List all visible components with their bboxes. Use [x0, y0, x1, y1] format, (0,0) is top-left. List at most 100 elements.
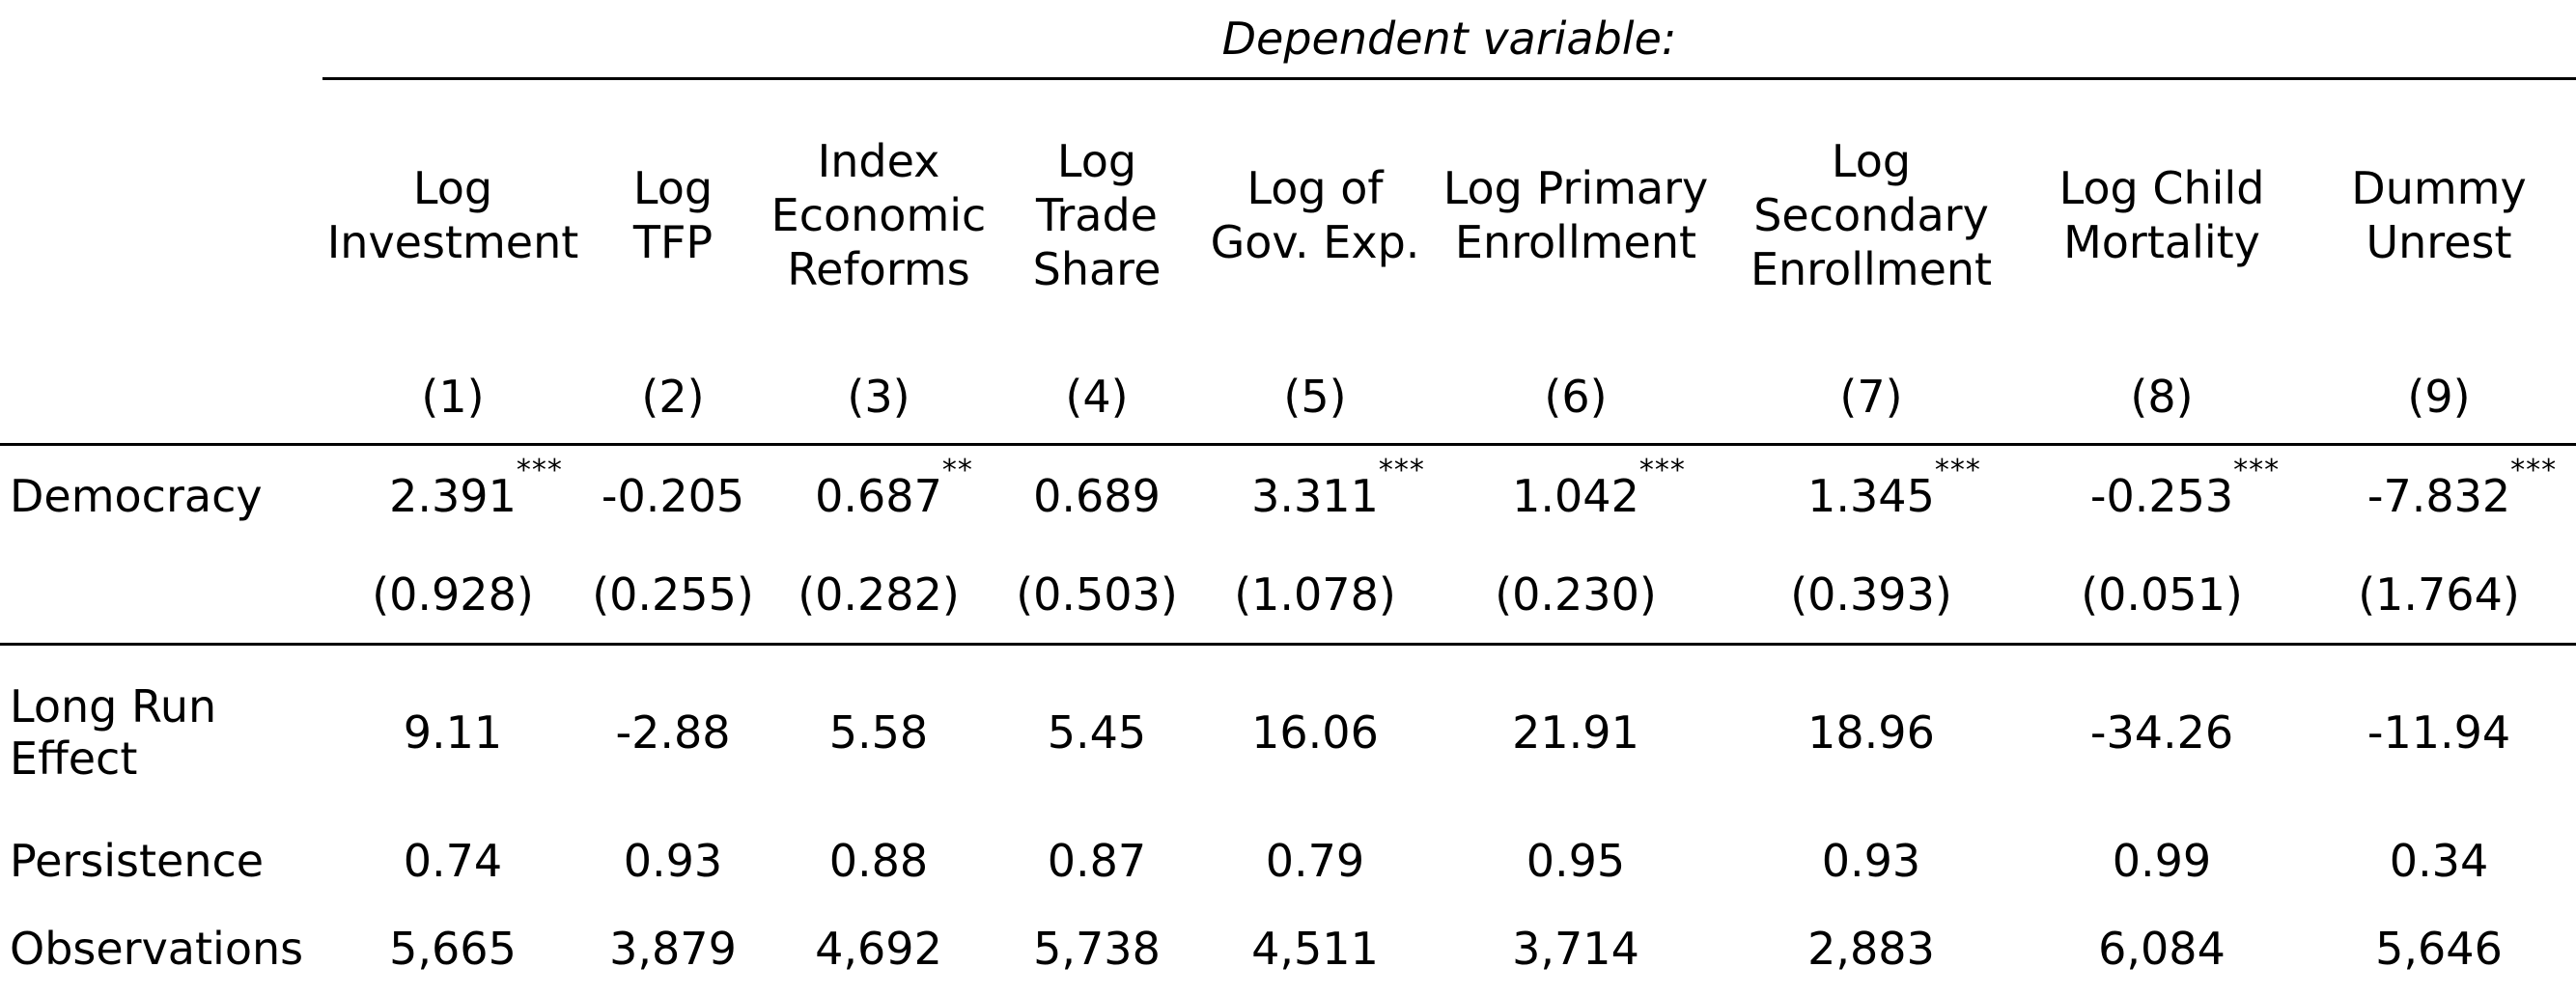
column-name-text: Index Economic Reforms — [771, 134, 987, 296]
column-name-text: Dummy Unrest — [2351, 161, 2526, 269]
column-name-line: Index — [817, 134, 940, 187]
column-number-1: (1) — [322, 350, 583, 446]
persistence-3: 0.88 — [828, 834, 929, 887]
long-run-effect-1: 9.11 — [403, 705, 503, 759]
democracy-std-error-2: (0.255) — [583, 546, 763, 646]
column-name-2: Log TFP — [583, 79, 763, 351]
democracy-std-error-1: (0.928) — [322, 546, 583, 646]
column-name-line: TFP — [632, 216, 714, 268]
observations-2: 3,879 — [609, 922, 737, 975]
democracy-coefficient-9: -7.832 *** — [2302, 445, 2576, 547]
coefficient-wrap: 0.689 — [1033, 470, 1161, 522]
long-run-effect-row: Long Run Effect 9.11 -2.88 5.58 5.45 16.06 21… — [0, 645, 2576, 820]
column-name-line: Enrollment — [1454, 216, 1697, 268]
column-name-text: Log Primary Enrollment — [1443, 161, 1709, 269]
democracy-std-error-8: (0.051) — [2022, 546, 2302, 646]
row-label-democracy: Democracy — [10, 469, 263, 522]
column-name-line: Log — [632, 161, 714, 214]
observations-9: 5,646 — [2375, 922, 2503, 975]
persistence-8: 0.99 — [2112, 834, 2212, 887]
column-name-4: Log Trade Share — [994, 79, 1199, 351]
column-name-line: Log — [412, 161, 493, 214]
significance-stars: *** — [2510, 453, 2558, 487]
persistence-5: 0.79 — [1265, 834, 1365, 887]
coefficient-value: 1.042 — [1512, 469, 1639, 522]
democracy-std-error-6: (0.230) — [1431, 546, 1721, 646]
coefficient-wrap: 1.042 *** — [1512, 456, 1685, 522]
column-number-6: (6) — [1431, 350, 1721, 446]
column-name-5: Log of Gov. Exp. — [1199, 79, 1431, 351]
democracy-coefficient-5: 3.311 *** — [1199, 445, 1431, 547]
header-spacer — [0, 0, 322, 79]
democracy-coefficient-3: 0.687 ** — [763, 445, 994, 547]
row-label-observations: Observations — [10, 922, 304, 975]
long-run-effect-7: 18.96 — [1807, 705, 1935, 759]
persistence-7: 0.93 — [1821, 834, 1921, 887]
column-name-text: Log Trade Share — [1033, 134, 1162, 296]
long-run-effect-9: -11.94 — [2366, 705, 2511, 759]
coefficient-wrap: 3.311 *** — [1251, 456, 1424, 522]
dependent-variable-row: Dependent variable: — [0, 0, 2576, 80]
democracy-coefficient-1: 2.391 *** — [322, 445, 583, 547]
column-names-row: Log Investment Log TFP Index Economic Reforms L… — [0, 79, 2576, 351]
coefficient-wrap: 0.687 ** — [815, 456, 972, 522]
column-name-line: Log — [1056, 134, 1137, 187]
democracy-coefficient-row: Democracy 2.391 *** -0.205 0.687 ** 0.689 3.31… — [0, 445, 2576, 547]
numbers-spacer — [0, 350, 322, 446]
column-name-8: Log Child Mortality — [2022, 79, 2302, 351]
coefficient-value: 2.391 — [389, 469, 517, 522]
column-name-line: Unrest — [2366, 216, 2512, 268]
column-number-8: (8) — [2022, 350, 2302, 446]
column-name-line: Investment — [326, 216, 579, 268]
persistence-row: Persistence 0.74 0.93 0.88 0.87 0.79 0.95 0.93… — [0, 819, 2576, 902]
coefficient-value: 0.689 — [1033, 469, 1161, 522]
column-name-text: Log Secondary Enrollment — [1750, 134, 1992, 296]
row-label-long-run-effect: Long Run Effect — [10, 679, 217, 785]
coefficient-value: -0.205 — [601, 469, 745, 522]
significance-stars: *** — [2233, 453, 2281, 487]
coefficient-wrap: -0.205 — [602, 470, 744, 522]
coefficient-value: 3.311 — [1251, 469, 1379, 522]
significance-stars: *** — [1638, 453, 1686, 487]
observations-1: 5,665 — [389, 922, 517, 975]
coefficient-wrap: -7.832 *** — [2366, 456, 2556, 522]
column-name-line: Gov. Exp. — [1210, 216, 1420, 268]
significance-stars: *** — [1934, 453, 1981, 487]
column-name-7: Log Secondary Enrollment — [1721, 79, 2022, 351]
column-name-3: Index Economic Reforms — [763, 79, 994, 351]
column-number-9: (9) — [2302, 350, 2576, 446]
column-name-line: Share — [1032, 243, 1162, 296]
column-name-9: Dummy Unrest — [2302, 79, 2576, 351]
column-name-line: Log Primary — [1442, 161, 1709, 214]
dependent-variable-label: Dependent variable: — [322, 0, 2576, 80]
column-name-text: Log Child Mortality — [2059, 161, 2265, 269]
column-name-line: Secondary — [1753, 188, 1989, 241]
column-name-line: Trade — [1036, 188, 1158, 241]
column-number-4: (4) — [994, 350, 1199, 446]
coefficient-value: -0.253 — [2089, 469, 2234, 522]
long-run-effect-2: -2.88 — [615, 705, 731, 759]
significance-stars: ** — [941, 453, 973, 487]
coefficient-value: -7.832 — [2366, 469, 2511, 522]
democracy-std-error-5: (1.078) — [1199, 546, 1431, 646]
row-label-persistence: Persistence — [10, 834, 265, 887]
democracy-coefficient-2: -0.205 — [583, 445, 763, 547]
coefficient-wrap: -0.253 *** — [2089, 456, 2279, 522]
observations-7: 2,883 — [1807, 922, 1935, 975]
observations-row: Observations 5,665 3,879 4,692 5,738 4,511 3,… — [0, 902, 2576, 995]
coefficient-value: 1.345 — [1807, 469, 1935, 522]
significance-stars: *** — [516, 453, 563, 487]
observations-6: 3,714 — [1512, 922, 1639, 975]
names-spacer — [0, 79, 322, 351]
long-run-effect-6: 21.91 — [1512, 705, 1639, 759]
column-name-line: Reforms — [787, 243, 970, 296]
column-name-line: Mortality — [2063, 216, 2260, 268]
democracy-std-error-row: (0.928) (0.255) (0.282) (0.503) (1.078) (0.23… — [0, 546, 2576, 646]
column-name-line: Economic — [770, 188, 987, 241]
observations-4: 5,738 — [1033, 922, 1161, 975]
long-run-effect-4: 5.45 — [1047, 705, 1147, 759]
observations-8: 6,084 — [2098, 922, 2226, 975]
coefficient-wrap: 2.391 *** — [389, 456, 562, 522]
